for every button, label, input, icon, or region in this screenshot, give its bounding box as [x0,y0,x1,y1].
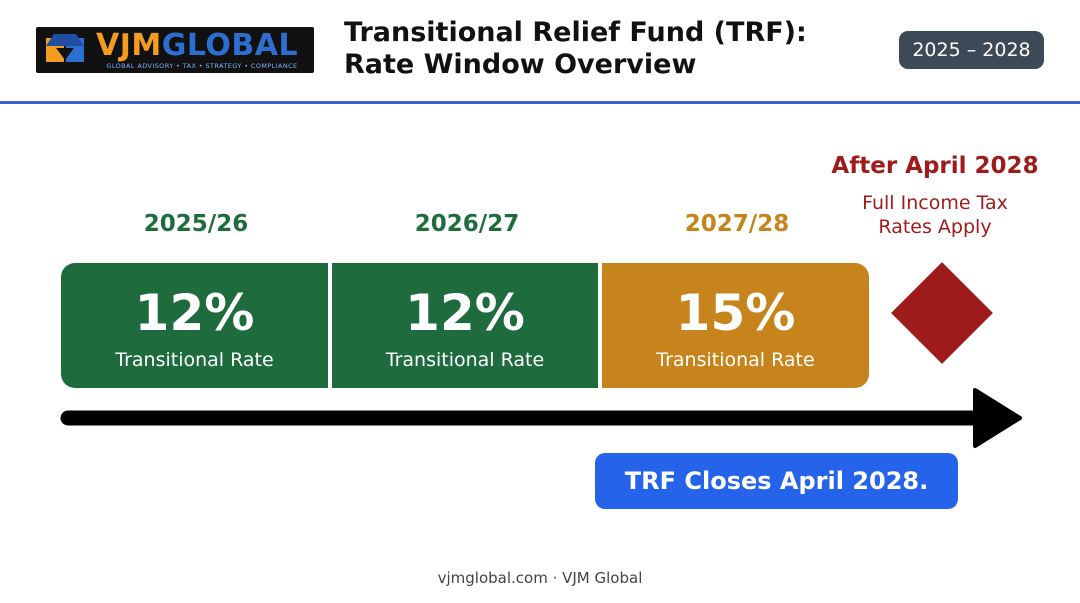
page-title-line-2: Rate Window Overview [344,49,697,80]
period-2-rate-label: Transitional Rate [385,349,545,371]
period-1-rate-block: 12% Transitional Rate [61,263,328,388]
vjm-global-logo: VJMGLOBAL GLOBAL ADVISORY • TAX • STRATE… [36,27,314,73]
timeline-arrow-head [973,388,1022,448]
after-period-description: Full Income Tax Rates Apply [830,191,1040,239]
header-divider [0,101,1080,104]
after-period-description-line-1: Full Income Tax [862,192,1008,214]
period-2-rate-block: 12% Transitional Rate [332,263,598,388]
logo-tagline: GLOBAL ADVISORY • TAX • STRATEGY • COMPL… [106,62,298,70]
footer-credit: vjmglobal.com · VJM Global [437,569,643,587]
period-1-year-label: 2025/26 [143,211,249,237]
period-3-year-label: 2027/28 [684,211,790,237]
logo-mark-icon [46,34,84,62]
logo-wordmark-vjm: VJM [96,28,162,63]
logo-wordmark-global: GLOBAL [161,28,299,63]
logo-wordmark: VJMGLOBAL [96,29,298,63]
period-3-rate: 15% [675,284,796,342]
after-period-title: After April 2028 [831,153,1039,179]
trf-closing-note: TRF Closes April 2028. [595,453,958,509]
page-title: Transitional Relief Fund (TRF): Rate Win… [344,17,807,81]
period-2-year-label: 2026/27 [414,211,520,237]
period-1-rate-label: Transitional Rate [115,349,274,371]
period-2-rate: 12% [405,284,525,342]
after-period-description-line-2: Rates Apply [878,216,992,238]
period-3-rate-block: 15% Transitional Rate [602,263,869,388]
date-range-badge: 2025 – 2028 [899,31,1044,69]
diamond-icon [891,262,993,364]
timeline-arrow [60,388,1022,448]
period-3-rate-label: Transitional Rate [656,349,815,371]
page-title-line-1: Transitional Relief Fund (TRF): [344,17,807,48]
period-1-rate: 12% [134,284,255,342]
